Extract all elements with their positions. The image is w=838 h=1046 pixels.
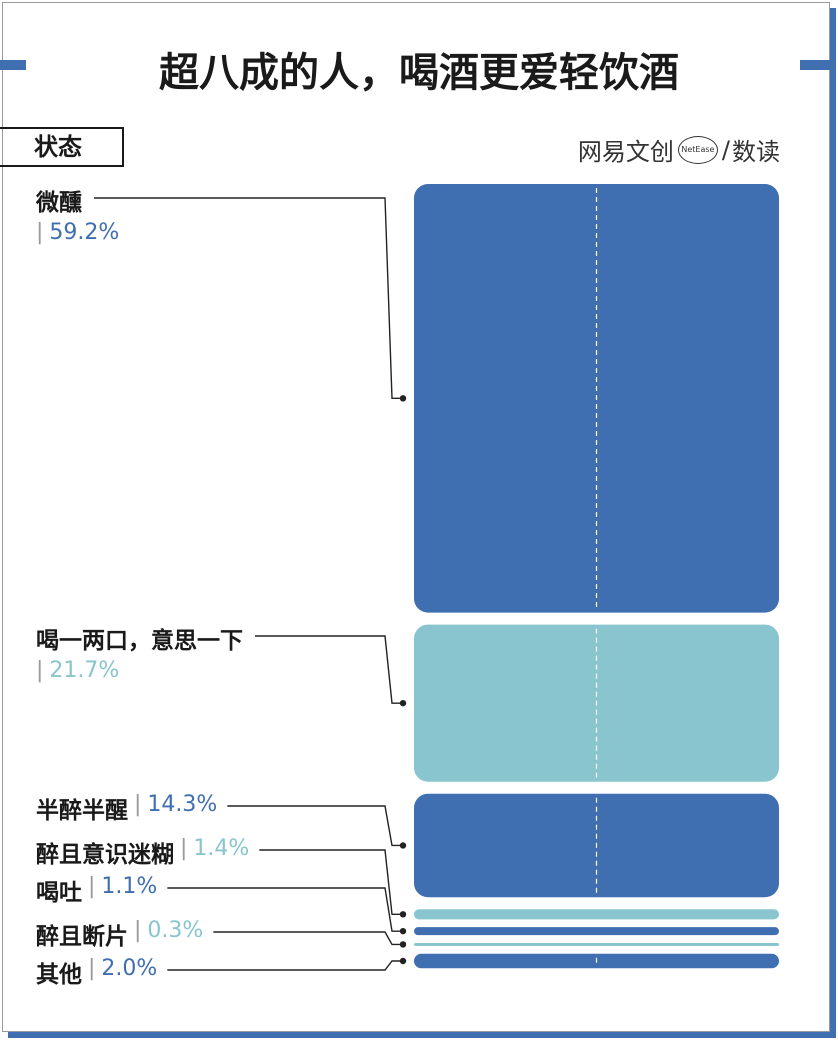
leader-dot-0	[399, 395, 407, 402]
leader-dot-1	[399, 699, 407, 707]
value-label-1: 21.7%	[49, 658, 120, 683]
value-label-5: 0.3%	[147, 918, 204, 943]
value-tag-2: | 14.3%	[134, 792, 218, 817]
bar-5	[414, 942, 779, 946]
value-tag-3: | 1.4%	[180, 836, 250, 861]
leader-dot-4	[399, 927, 407, 935]
bar-3	[414, 909, 779, 920]
leader-dot-5	[399, 941, 407, 948]
value-label-0: 59.2%	[49, 220, 120, 245]
leader-line-5	[213, 931, 403, 946]
leader-dot-6	[399, 957, 407, 965]
category-label-2: 半醉半醒	[36, 798, 128, 824]
value-tag-0: | 59.2%	[36, 220, 120, 245]
value-label-4: 1.1%	[101, 874, 158, 899]
leader-line-1	[255, 635, 403, 704]
category-label-3: 醉且意识迷糊	[36, 842, 174, 868]
category-label-5: 醉且断片	[36, 924, 128, 950]
value-tag-5: | 0.3%	[134, 918, 204, 943]
value-tag-1: | 21.7%	[36, 658, 120, 683]
category-label-6: 其他	[36, 962, 82, 988]
netease-logo: 网易文创 NetEase / 数读	[578, 132, 780, 167]
leader-dot-2	[399, 842, 407, 849]
category-label-0: 微醺	[36, 190, 82, 216]
value-label-3: 1.4%	[193, 836, 250, 861]
category-label-1: 喝一两口，意思一下	[36, 628, 243, 654]
logo-text-right: 数读	[732, 138, 780, 166]
category-label-4: 喝吐	[36, 880, 82, 906]
value-label-2: 14.3%	[147, 792, 218, 817]
value-tag-4: | 1.1%	[88, 874, 158, 899]
leader-dot-3	[399, 911, 407, 918]
chart-title: 超八成的人，喝酒更爱轻饮酒	[159, 50, 679, 96]
left-accent	[0, 60, 26, 70]
value-label-6: 2.0%	[101, 956, 158, 981]
leader-line-0	[94, 197, 403, 400]
logo-ring: NetEase	[677, 135, 718, 164]
state-label: 状态	[0, 127, 124, 167]
leader-line-2	[227, 805, 403, 847]
value-tag-6: | 2.0%	[88, 956, 158, 981]
bar-4	[414, 927, 779, 936]
leader-line-6	[167, 960, 403, 971]
leader-line-4	[167, 887, 403, 932]
right-accent	[800, 60, 830, 70]
logo-text-left: 网易文创	[577, 138, 674, 166]
logo-separator: /	[721, 135, 730, 164]
leader-line-3	[259, 849, 403, 916]
